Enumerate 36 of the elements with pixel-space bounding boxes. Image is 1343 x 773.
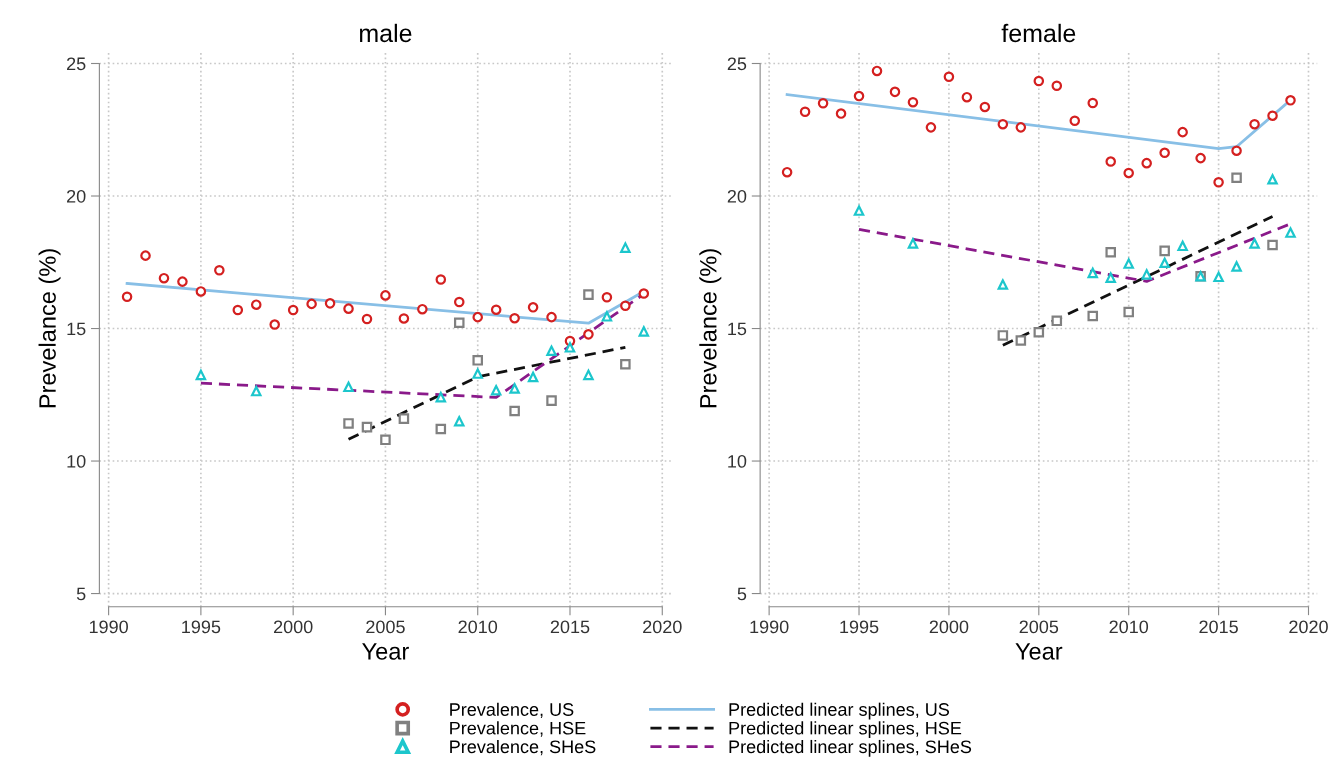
y-tick-label: 15 [67,322,86,336]
y-tick-label: 5 [76,587,86,601]
x-tick-label: 1995 [840,620,879,634]
x-tick-label: 2020 [1289,620,1328,634]
legend-label: Prevalence, HSE [450,721,586,737]
legend-label: Prevalence, US [450,702,574,719]
y-tick-label: 20 [727,189,747,203]
legend-label: Predicted linear splines, US [729,702,950,720]
legend-label: Predicted linear splines, SHeS [729,739,972,757]
y-tick-label: 20 [67,189,86,203]
y-tick-label: 5 [737,587,747,601]
x-tick-label: 2015 [1199,620,1238,634]
legend-label: Prevalence, SHeS [450,739,596,756]
x-tick-label: 1990 [89,620,128,634]
x-tick-label: 2005 [1019,620,1059,634]
x-tick-label: 2015 [550,620,590,634]
x-tick-label: 2000 [929,620,969,634]
chart-title: male [360,23,412,43]
y-tick-label: 10 [67,454,86,468]
x-tick-label: 2010 [1109,620,1149,634]
y-tick-label: 25 [67,57,86,71]
x-tick-label: 2005 [366,620,405,634]
y-axis-title: Prevelance (%) [699,249,722,408]
y-tick-label: 10 [728,454,747,468]
x-axis-title: Year [1015,643,1063,660]
x-tick-label: 2010 [458,620,498,634]
x-axis-title: Year [362,643,409,660]
chart-title: female [1001,23,1076,43]
y-axis-title: Prevelance (%) [38,249,61,408]
x-tick-label: 1995 [182,620,221,634]
y-tick-label: 25 [727,57,747,71]
y-tick-label: 15 [728,322,747,336]
x-tick-label: 1990 [750,620,789,634]
legend-label: Predicted linear splines, HSE [729,721,962,739]
x-tick-label: 2000 [273,620,313,634]
x-tick-label: 2020 [643,620,682,634]
